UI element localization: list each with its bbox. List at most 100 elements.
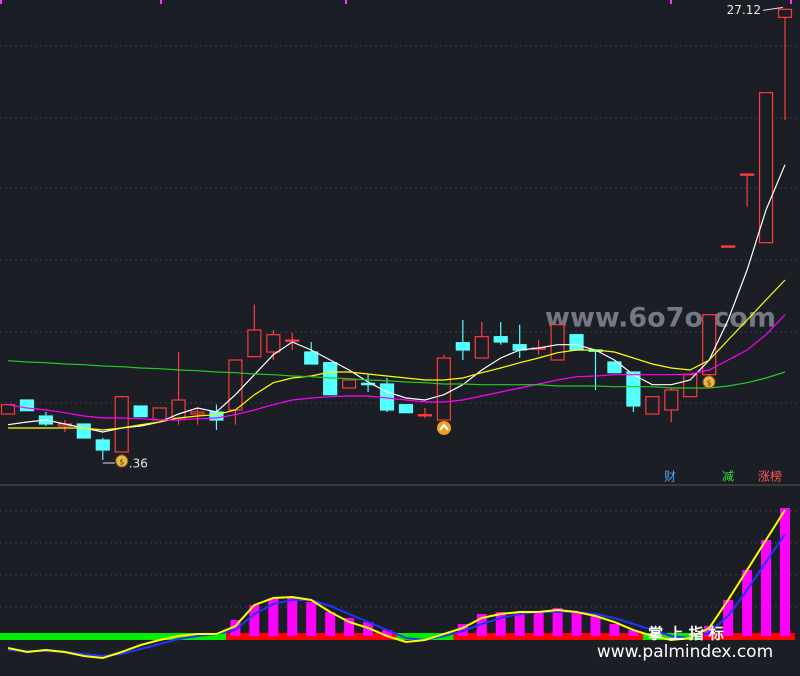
zero-band xyxy=(131,633,151,640)
coin-icon xyxy=(702,375,716,389)
zero-band xyxy=(282,633,303,640)
zero-band xyxy=(112,633,132,640)
indicator-line xyxy=(7,509,786,660)
watermark: www.palmindex.com xyxy=(597,642,773,662)
zero-band xyxy=(529,633,549,640)
zero-band xyxy=(74,633,94,640)
candle-body xyxy=(569,334,584,351)
candle-body xyxy=(133,405,148,418)
indicator-bar xyxy=(344,618,355,636)
candle-body xyxy=(474,336,489,359)
indicator-bar xyxy=(249,605,260,636)
indicator-bar xyxy=(723,600,734,636)
indicator-bar xyxy=(382,630,393,636)
candle-body xyxy=(721,245,736,248)
indicator-bar xyxy=(609,624,620,636)
candle-body xyxy=(739,173,755,176)
candle-body xyxy=(76,423,91,439)
badge: 财 xyxy=(664,470,676,484)
zero-band xyxy=(415,633,435,640)
zero-band xyxy=(36,633,56,640)
indicator-bar xyxy=(571,612,582,636)
zero-band xyxy=(604,633,625,640)
candle-body xyxy=(190,411,205,415)
zero-band xyxy=(93,633,113,640)
moving-average xyxy=(7,360,786,389)
indicator-bar xyxy=(268,598,279,636)
candle-body xyxy=(247,329,262,358)
zero-band xyxy=(206,633,227,640)
indicator-bar xyxy=(742,570,753,636)
moving-average xyxy=(8,279,786,431)
coin-mark: $ xyxy=(706,379,711,388)
zero-band xyxy=(718,633,739,640)
candle-body xyxy=(266,334,281,353)
buy-icon xyxy=(437,421,451,435)
zero-band xyxy=(339,633,360,640)
zero-band xyxy=(510,633,530,640)
indicator-bar xyxy=(704,626,715,636)
candle-body xyxy=(398,404,414,414)
moving-average xyxy=(7,314,786,421)
indicator-bar xyxy=(325,612,336,636)
indicator-bar xyxy=(287,598,298,636)
zero-band xyxy=(775,633,795,640)
candle-body xyxy=(342,379,357,389)
zero-band xyxy=(567,633,587,640)
watermark: www.6o7o.com xyxy=(545,303,776,334)
buy-arrow xyxy=(439,423,449,431)
indicator-bar xyxy=(230,620,241,636)
zero-band xyxy=(244,633,265,640)
zero-band xyxy=(491,633,511,640)
zero-band xyxy=(756,633,777,640)
zero-band xyxy=(680,633,701,640)
candle-body xyxy=(626,371,641,407)
zero-band xyxy=(225,633,246,640)
coin-icon xyxy=(115,454,129,468)
indicator-bar xyxy=(628,630,639,636)
grid xyxy=(0,45,800,608)
top-marks xyxy=(0,0,792,4)
candle-body xyxy=(550,324,565,361)
candle-body xyxy=(436,357,451,421)
candle-body xyxy=(114,396,129,453)
candle-body xyxy=(777,8,793,18)
candle-body xyxy=(304,351,319,365)
zero-band xyxy=(737,633,758,640)
candle-body xyxy=(19,399,35,412)
zero-band xyxy=(150,633,170,640)
candle-body xyxy=(95,439,110,451)
zero-band xyxy=(55,633,75,640)
indicator-bar xyxy=(533,612,544,636)
zero-band xyxy=(0,633,18,640)
candle-body xyxy=(702,314,717,376)
candle-body xyxy=(758,92,774,244)
indicator-bar xyxy=(552,608,563,636)
moving-average xyxy=(7,164,786,433)
zero-band xyxy=(320,633,341,640)
candle-body xyxy=(360,382,376,386)
indicator-line xyxy=(7,533,786,658)
candle-body xyxy=(0,404,16,415)
candle-body xyxy=(152,407,167,421)
low-label: .36 xyxy=(129,457,148,471)
indicator-bar xyxy=(761,540,772,636)
candle-body xyxy=(683,374,698,398)
zero-band xyxy=(301,633,322,640)
zero-band xyxy=(548,633,568,640)
indicator-bar xyxy=(306,602,317,636)
indicator-bar xyxy=(514,612,525,636)
watermark: 掌 上 指 标 xyxy=(648,625,724,643)
indicator-bar xyxy=(780,508,790,636)
zero-band xyxy=(358,633,379,640)
zero-band xyxy=(396,633,416,640)
candle-body xyxy=(455,342,470,351)
indicator-bar xyxy=(590,616,601,636)
candle-body xyxy=(417,414,433,417)
zero-band xyxy=(263,633,284,640)
high-pointer xyxy=(762,6,784,11)
badge: 减 xyxy=(722,470,734,484)
zero-band xyxy=(453,633,473,640)
